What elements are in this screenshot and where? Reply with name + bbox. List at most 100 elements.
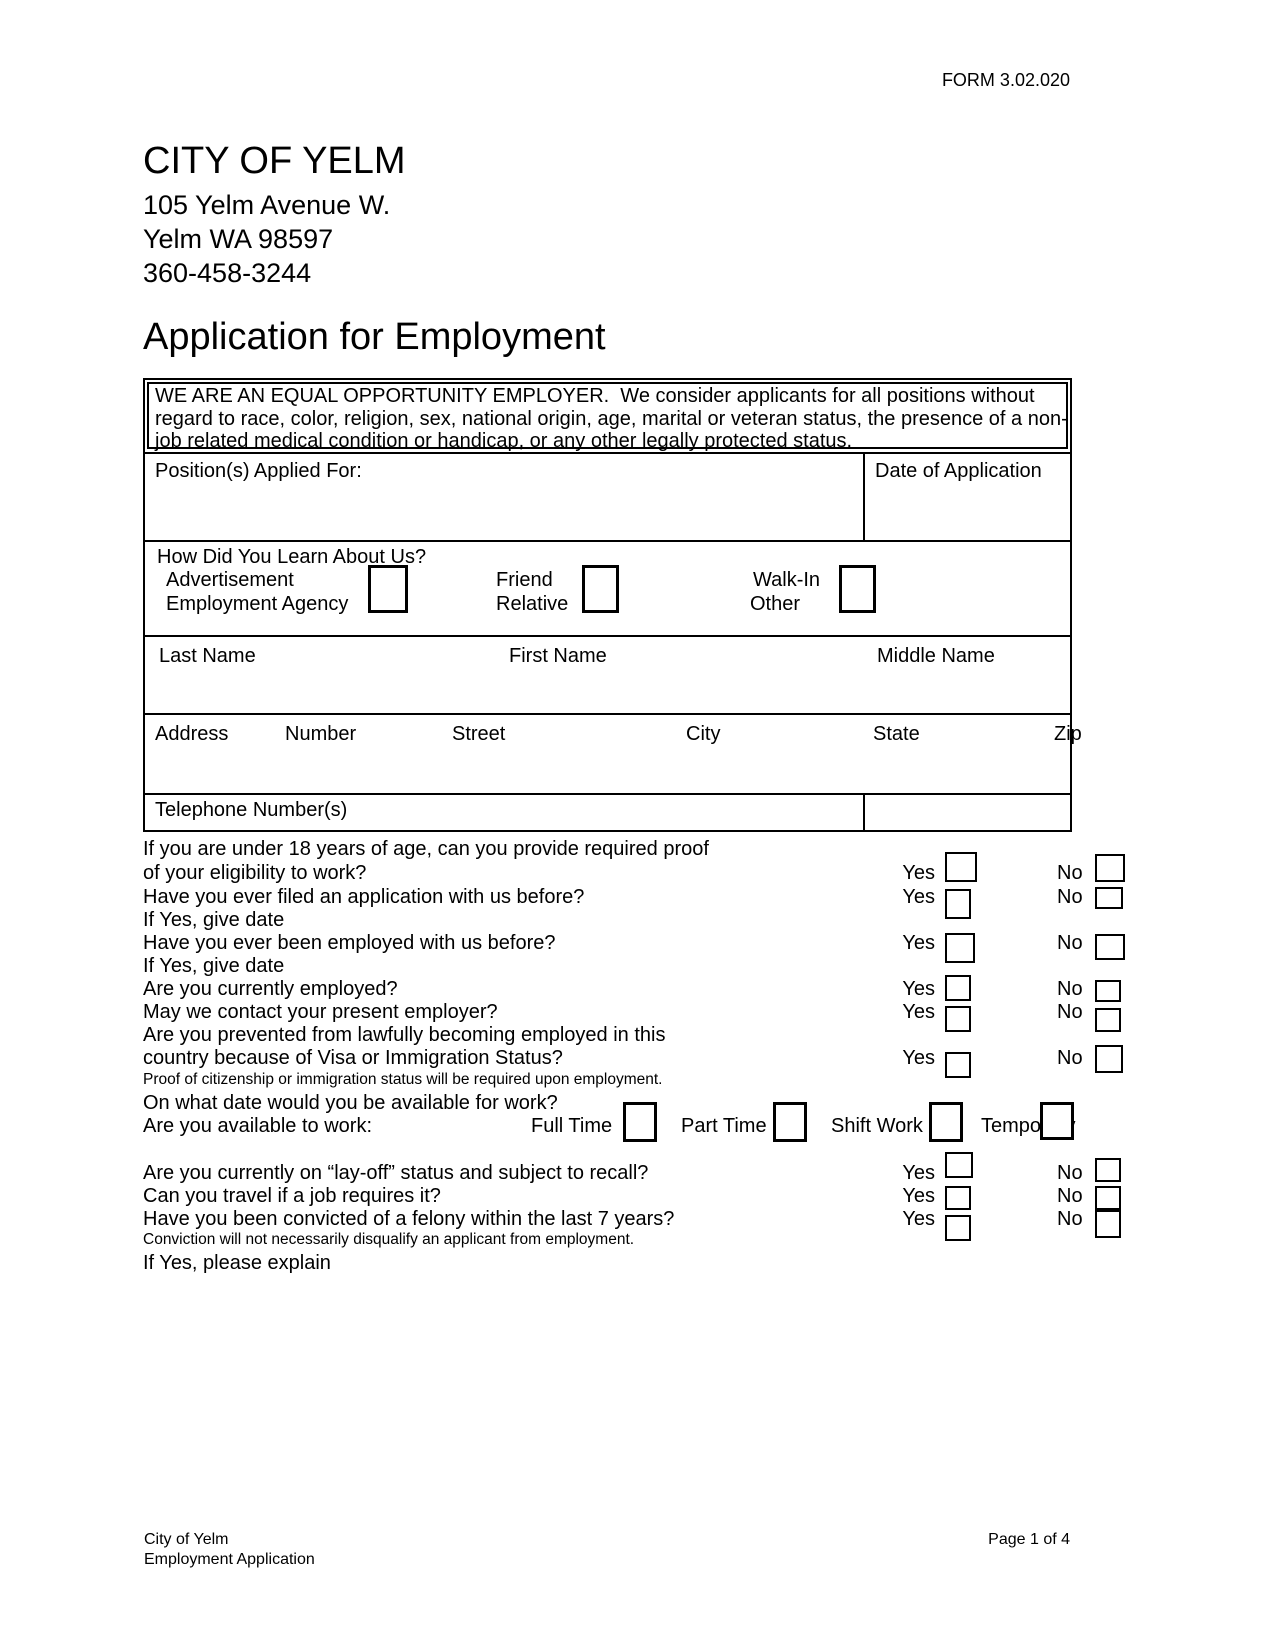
application-form-table: WE ARE AN EQUAL OPPORTUNITY EMPLOYER. We… — [143, 378, 1082, 832]
no-label: No — [1057, 932, 1083, 954]
yes-checkbox-travel[interactable] — [945, 1186, 971, 1210]
full-time-label: Full Time — [531, 1115, 613, 1137]
date-of-application-label: Date of Application — [875, 460, 1042, 482]
no-label: No — [1057, 978, 1083, 1000]
eoe-line-1: WE ARE AN EQUAL OPPORTUNITY EMPLOYER. We… — [155, 385, 1035, 407]
part-time-label: Part Time — [681, 1115, 767, 1137]
org-address: 105 Yelm Avenue W. — [143, 190, 391, 220]
learn-option-walkin-label: Walk-In — [753, 569, 821, 591]
eoe-line-2: regard to race, color, religion, sex, na… — [155, 407, 1068, 430]
question-available-to-work: Are you available to work: — [143, 1115, 373, 1137]
felony-note: Conviction will not necessarily disquali… — [143, 1231, 635, 1248]
question-visa-line1: Are you prevented from lawfully becoming… — [143, 1024, 666, 1046]
question-available-date: On what date would you be available for … — [143, 1092, 558, 1114]
no-checkbox-currently-employed[interactable] — [1095, 980, 1121, 1002]
shift-work-label: Shift Work — [831, 1115, 923, 1137]
no-label: No — [1057, 862, 1083, 884]
question-under18-line2: of your eligibility to work? — [143, 862, 367, 884]
telephone-row: Telephone Number(s) — [145, 795, 1070, 830]
yes-label: Yes — [902, 1208, 935, 1230]
name-field[interactable] — [145, 669, 1070, 713]
part-time-checkbox[interactable] — [773, 1102, 807, 1142]
position-row: Position(s) Applied For: Date of Applica… — [145, 454, 1070, 542]
explanation-area[interactable] — [143, 1280, 1072, 1520]
question-filed-before: Have you ever filed an application with … — [143, 886, 585, 908]
full-time-checkbox[interactable] — [623, 1102, 657, 1142]
no-checkbox-travel[interactable] — [1095, 1186, 1121, 1210]
question-travel: Can you travel if a job requires it? — [143, 1185, 441, 1207]
address-field[interactable] — [145, 747, 1070, 793]
no-label: No — [1057, 1047, 1083, 1069]
first-name-label: First Name — [509, 645, 607, 667]
address-city-label: City — [686, 723, 721, 745]
yes-checkbox-currently-employed[interactable] — [945, 975, 971, 1001]
address-street-label: Street — [452, 723, 506, 745]
no-checkbox-under18[interactable] — [1095, 854, 1125, 882]
no-checkbox-layoff[interactable] — [1095, 1158, 1121, 1182]
eoe-statement-box: WE ARE AN EQUAL OPPORTUNITY EMPLOYER. We… — [147, 382, 1068, 452]
yes-checkbox-employed-before[interactable] — [945, 933, 975, 963]
yes-checkbox-filed-before[interactable] — [945, 889, 971, 919]
positions-applied-field[interactable] — [145, 484, 861, 540]
no-checkbox-felony[interactable] — [1095, 1210, 1121, 1238]
question-employed-before: Have you ever been employed with us befo… — [143, 932, 556, 954]
page-title: Application for Employment — [143, 316, 606, 358]
yes-label: Yes — [902, 862, 935, 884]
if-yes-give-date-1: If Yes, give date — [143, 909, 285, 931]
no-checkbox-filed-before[interactable] — [1095, 887, 1123, 909]
yes-label: Yes — [902, 1001, 935, 1023]
positions-applied-label: Position(s) Applied For: — [155, 460, 362, 482]
yes-label: Yes — [902, 978, 935, 1000]
telephone-row-divider — [863, 795, 865, 830]
learn-about-us-row: How Did You Learn About Us? Advertisemen… — [145, 542, 1070, 637]
yes-label: Yes — [902, 932, 935, 954]
learn-option-friend-label: Friend — [496, 569, 553, 591]
yes-checkbox-under18[interactable] — [945, 852, 977, 882]
footer-doc-title: Employment Application — [144, 1551, 315, 1568]
footer-org: City of Yelm — [144, 1531, 229, 1548]
yes-checkbox-contact-employer[interactable] — [945, 1006, 971, 1032]
friend-relative-checkbox[interactable] — [582, 565, 619, 613]
footer-page-number: Page 1 of 4 — [988, 1531, 1070, 1548]
org-name: CITY OF YELM — [143, 140, 406, 182]
no-checkbox-employed-before[interactable] — [1095, 934, 1125, 960]
yes-checkbox-felony[interactable] — [945, 1215, 971, 1241]
if-yes-give-date-2: If Yes, give date — [143, 955, 285, 977]
question-visa-line2: country because of Visa or Immigration S… — [143, 1047, 563, 1069]
no-checkbox-visa-status[interactable] — [1095, 1045, 1123, 1073]
question-under18-line1: If you are under 18 years of age, can yo… — [143, 838, 709, 860]
address-state-label: State — [873, 723, 920, 745]
org-phone: 360-458-3244 — [143, 258, 312, 288]
no-label: No — [1057, 1185, 1083, 1207]
yes-label: Yes — [902, 1162, 935, 1184]
org-city-state-zip: Yelm WA 98597 — [143, 224, 334, 254]
no-label: No — [1057, 886, 1083, 908]
date-of-application-field[interactable] — [865, 484, 1070, 540]
learn-option-employment-agency-label: Employment Agency — [166, 593, 349, 615]
yes-checkbox-layoff[interactable] — [945, 1152, 973, 1178]
learn-option-other-label: Other — [750, 593, 801, 615]
eoe-line-3: job related medical condition or handica… — [155, 430, 853, 452]
last-name-label: Last Name — [159, 645, 256, 667]
shift-work-checkbox[interactable] — [929, 1102, 963, 1142]
no-label: No — [1057, 1208, 1083, 1230]
yes-label: Yes — [902, 886, 935, 908]
no-checkbox-contact-employer[interactable] — [1095, 1008, 1121, 1032]
no-label: No — [1057, 1001, 1083, 1023]
address-number-label: Number — [285, 723, 357, 745]
address-label: Address — [155, 723, 229, 745]
position-row-divider — [863, 454, 865, 540]
form-number: FORM 3.02.020 — [941, 70, 1070, 90]
yes-checkbox-visa-status[interactable] — [945, 1052, 971, 1078]
if-yes-explain-label: If Yes, please explain — [143, 1252, 331, 1274]
telephone-field[interactable] — [385, 795, 861, 828]
question-felony: Have you been convicted of a felony with… — [143, 1208, 675, 1230]
question-contact-employer: May we contact your present employer? — [143, 1001, 498, 1023]
question-currently-employed: Are you currently employed? — [143, 978, 398, 1000]
question-layoff: Are you currently on “lay-off” status an… — [143, 1162, 649, 1184]
walkin-other-checkbox[interactable] — [839, 565, 876, 613]
name-row: Last Name First Name Middle Name — [145, 637, 1070, 715]
temporary-checkbox[interactable] — [1040, 1102, 1074, 1140]
advertisement-agency-checkbox[interactable] — [368, 565, 408, 613]
